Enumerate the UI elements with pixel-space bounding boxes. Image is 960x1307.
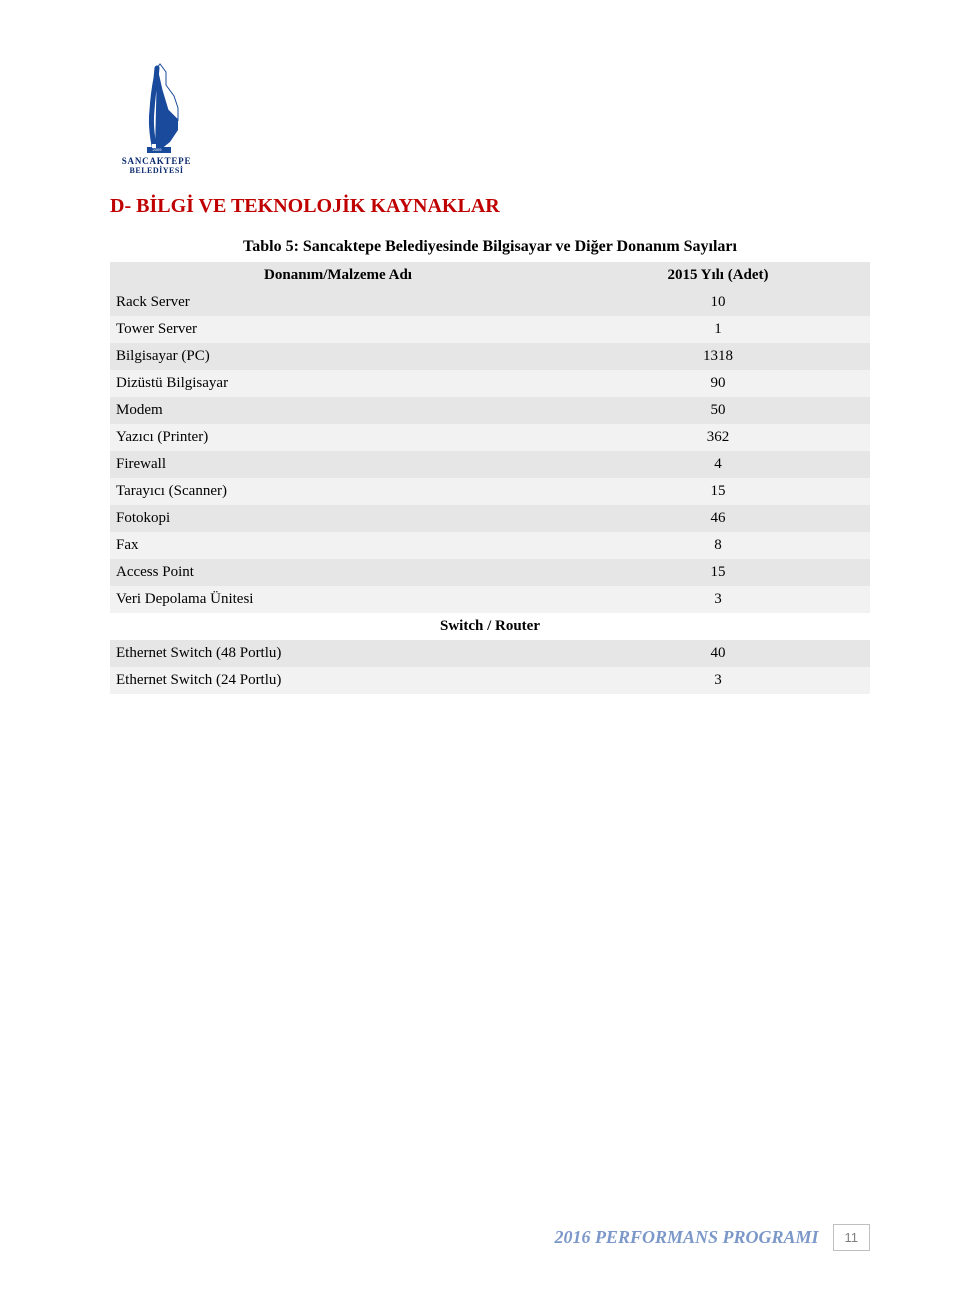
table-row: Tarayıcı (Scanner)15 [110, 478, 870, 505]
column-header-name: Donanım/Malzeme Adı [110, 262, 566, 289]
equipment-table: Donanım/Malzeme Adı 2015 Yılı (Adet) Rac… [110, 262, 870, 694]
table-row: Modem50 [110, 397, 870, 424]
cell-value: 8 [566, 532, 870, 559]
svg-text:2009: 2009 [153, 147, 163, 152]
cell-value: 10 [566, 289, 870, 316]
table-title: Tablo 5: Sancaktepe Belediyesinde Bilgis… [110, 238, 870, 256]
cell-value: 50 [566, 397, 870, 424]
separator-label: Switch / Router [110, 613, 870, 640]
table-row: Firewall4 [110, 451, 870, 478]
table-row: Fax8 [110, 532, 870, 559]
cell-value: 1 [566, 316, 870, 343]
cell-value: 90 [566, 370, 870, 397]
cell-label: Veri Depolama Ünitesi [110, 586, 566, 613]
footer-text: 2016 PERFORMANS PROGRAMI [554, 1227, 818, 1248]
table-row: Access Point15 [110, 559, 870, 586]
page-number: 11 [833, 1224, 871, 1251]
table-header-row: Donanım/Malzeme Adı 2015 Yılı (Adet) [110, 262, 870, 289]
table-separator-row: Switch / Router [110, 613, 870, 640]
cell-value: 4 [566, 451, 870, 478]
table-row: Yazıcı (Printer)362 [110, 424, 870, 451]
cell-label: Access Point [110, 559, 566, 586]
cell-value: 15 [566, 559, 870, 586]
table-row: Veri Depolama Ünitesi3 [110, 586, 870, 613]
cell-label: Bilgisayar (PC) [110, 343, 566, 370]
cell-label: Fax [110, 532, 566, 559]
cell-value: 1318 [566, 343, 870, 370]
cell-value: 3 [566, 586, 870, 613]
cell-value: 46 [566, 505, 870, 532]
column-header-value: 2015 Yılı (Adet) [566, 262, 870, 289]
logo-text-top: SANCAKTEPE [122, 156, 192, 166]
cell-label: Rack Server [110, 289, 566, 316]
cell-value: 362 [566, 424, 870, 451]
table-row: Bilgisayar (PC)1318 [110, 343, 870, 370]
cell-label: Dizüstü Bilgisayar [110, 370, 566, 397]
cell-label: Ethernet Switch (24 Portlu) [110, 667, 566, 694]
logo-text-bottom: BELEDİYESİ [130, 166, 184, 175]
table-row: Tower Server1 [110, 316, 870, 343]
footer: 2016 PERFORMANS PROGRAMI 11 [554, 1224, 870, 1251]
table-row: Fotokopi46 [110, 505, 870, 532]
cell-value: 40 [566, 640, 870, 667]
section-title: D- BİLGİ VE TEKNOLOJİK KAYNAKLAR [110, 195, 870, 218]
cell-label: Tower Server [110, 316, 566, 343]
cell-label: Firewall [110, 451, 566, 478]
table-row: Dizüstü Bilgisayar90 [110, 370, 870, 397]
logo-icon: 2009 [110, 50, 203, 158]
cell-value: 15 [566, 478, 870, 505]
cell-value: 3 [566, 667, 870, 694]
cell-label: Fotokopi [110, 505, 566, 532]
cell-label: Modem [110, 397, 566, 424]
table-row: Ethernet Switch (48 Portlu)40 [110, 640, 870, 667]
logo: 2009 SANCAKTEPE BELEDİYESİ [110, 50, 203, 175]
cell-label: Ethernet Switch (48 Portlu) [110, 640, 566, 667]
cell-label: Tarayıcı (Scanner) [110, 478, 566, 505]
table-row: Ethernet Switch (24 Portlu)3 [110, 667, 870, 694]
cell-label: Yazıcı (Printer) [110, 424, 566, 451]
table-row: Rack Server10 [110, 289, 870, 316]
